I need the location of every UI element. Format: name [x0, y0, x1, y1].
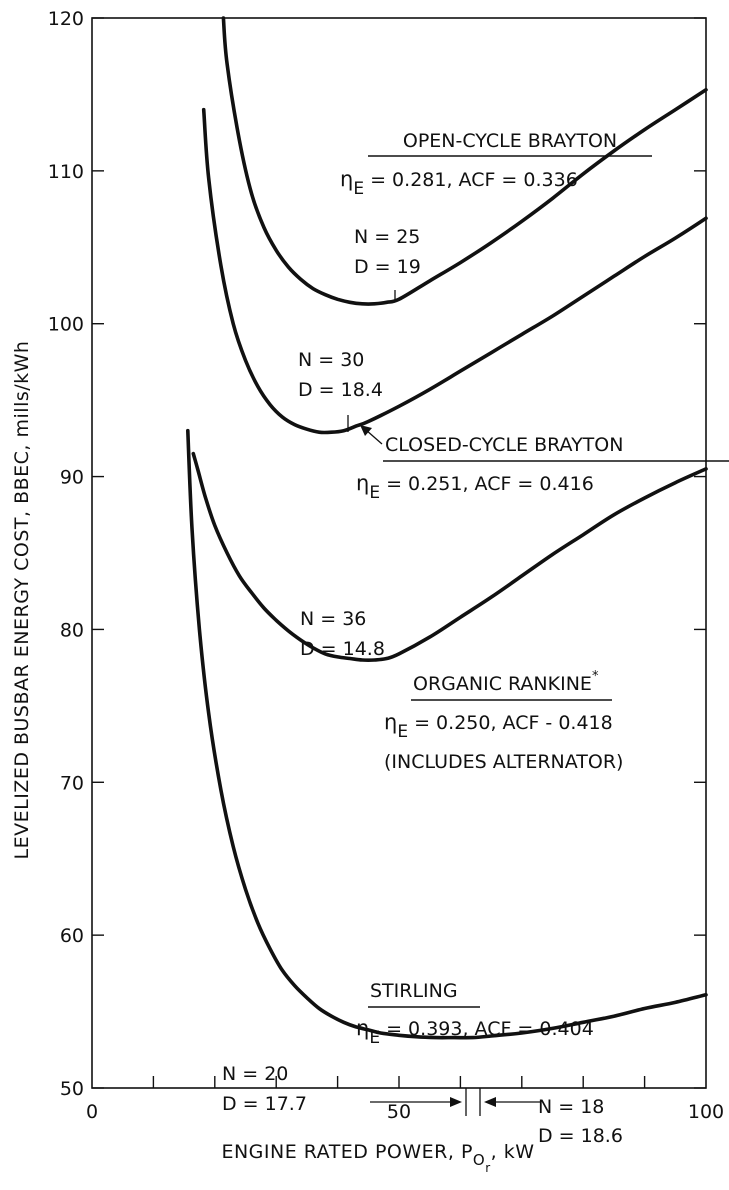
y-tick-label: 90 [60, 467, 84, 489]
x-tick-label: 0 [86, 1101, 98, 1123]
series-label-closed-cycle-brayton: CLOSED-CYCLE BRAYTON [385, 434, 623, 456]
y-tick-label: 100 [48, 314, 84, 336]
series-params-closed-cycle-brayton: ηE = 0.251, ACF = 0.416 [356, 471, 594, 503]
series-params-stirling: ηE = 0.393, ACF = 0.404 [356, 1016, 594, 1048]
curves [186, 16, 708, 1040]
series-line-closed-cycle-brayton [201, 107, 708, 435]
annotation-stirling-right-d: D = 18.6 [538, 1125, 623, 1147]
series-note-organic-rankine: (INCLUDES ALTERNATOR) [384, 751, 623, 773]
series-line-organic-rankine [191, 451, 708, 663]
series-line-stirling [186, 428, 708, 1040]
y-axis-title: LEVELIZED BUSBAR ENERGY COST, BBEC, mill… [11, 341, 33, 860]
annotation-organic-rankine-d: D = 14.8 [300, 638, 385, 660]
series-params-organic-rankine: ηE = 0.250, ACF - 0.418 [384, 710, 613, 742]
annotation-stirling-right-n: N = 18 [538, 1096, 604, 1118]
x-tick-label: 100 [688, 1101, 724, 1123]
annotation-stirling-left-n: N = 20 [222, 1063, 288, 1085]
series-label-open-cycle-brayton: OPEN-CYCLE BRAYTON [403, 130, 617, 152]
stirling-right-arrowhead [484, 1097, 496, 1107]
y-tick-label: 60 [60, 925, 84, 947]
annotation-organic-rankine-n: N = 36 [300, 608, 366, 630]
y-tick-label: 70 [60, 772, 84, 794]
annotation-stirling-left-d: D = 17.7 [222, 1093, 307, 1115]
closed-cycle-pointer [365, 429, 383, 445]
x-axis-title: ENGINE RATED POWER, POr, kW [221, 1141, 534, 1175]
y-tick-label: 50 [60, 1078, 84, 1100]
series-label-organic-rankine: ORGANIC RANKINE* [413, 669, 599, 695]
stirling-left-arrowhead [450, 1097, 462, 1107]
closed-cycle-pointer-arrowhead [360, 425, 372, 436]
annotation-open-cycle-n: N = 25 [354, 226, 420, 248]
y-tick-label: 80 [60, 619, 84, 641]
x-tick-label: 50 [387, 1101, 411, 1123]
annotation-open-cycle-d: D = 19 [354, 256, 421, 278]
annotation-closed-cycle-n: N = 30 [298, 349, 364, 371]
annotation-closed-cycle-d: D = 18.4 [298, 379, 383, 401]
y-tick-label: 120 [48, 8, 84, 30]
y-tick-label: 110 [48, 161, 84, 183]
series-line-open-cycle-brayton [221, 16, 708, 306]
series-label-stirling: STIRLING [370, 980, 458, 1002]
series-params-open-cycle-brayton: ηE = 0.281, ACF = 0.336 [340, 167, 578, 199]
